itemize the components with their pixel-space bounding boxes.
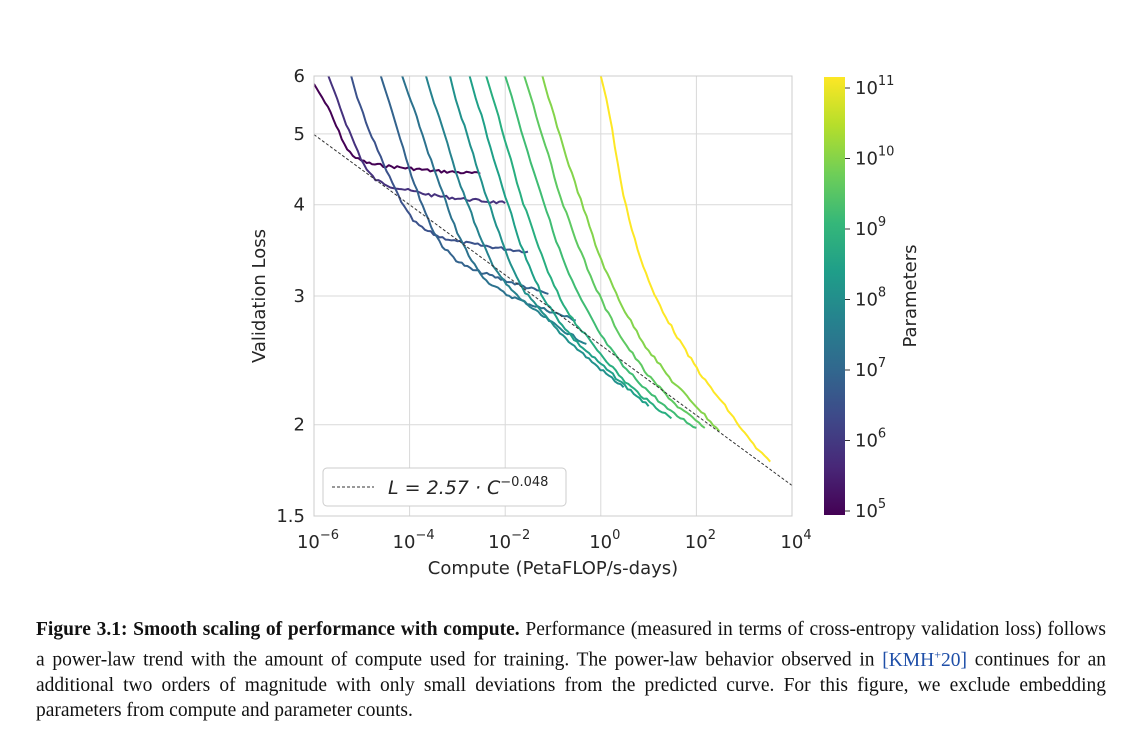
y-tick-label: 2: [294, 415, 305, 436]
colorbar: [824, 77, 845, 515]
y-tick-label: 1.5: [276, 506, 305, 527]
colorbar-tick-label: 109: [855, 215, 886, 240]
x-tick-label: 100: [589, 528, 620, 553]
series-group: [314, 76, 771, 463]
legend: L = 2.57 · C−0.048: [322, 467, 567, 507]
figure-caption: Figure 3.1: Smooth scaling of performanc…: [36, 617, 1106, 723]
series-line: [504, 76, 697, 429]
colorbar-tick-label: 107: [855, 356, 886, 381]
x-tick-label: 104: [780, 528, 811, 553]
legend-label: L = 2.57 · C−0.048: [388, 475, 548, 499]
x-tick-label: 10−6: [297, 528, 339, 553]
x-axis-ticks: 10−6 10−4 10−2 100 102 104: [297, 528, 812, 553]
caption-text-2: continues for an additional two orders o…: [36, 649, 1107, 721]
series-line: [449, 76, 625, 388]
series-line: [468, 76, 650, 407]
colorbar-tick-label: 1010: [855, 145, 894, 170]
colorbar-tick-label: 1011: [855, 74, 894, 99]
x-tick-label: 10−2: [488, 528, 530, 553]
y-tick-label: 4: [294, 195, 305, 216]
grid-lines: [313, 75, 793, 517]
colorbar-tick-label: 105: [855, 497, 886, 522]
y-tick-label: 3: [294, 286, 305, 307]
x-tick-label: 10−4: [393, 528, 435, 553]
series-line: [401, 76, 576, 322]
series-line: [523, 76, 706, 429]
caption-title: Smooth scaling of performance with compu…: [133, 619, 520, 640]
citation-link[interactable]: [KMH+20]: [882, 647, 967, 671]
series-line: [350, 76, 529, 254]
series-line: [599, 76, 771, 463]
x-tick-label: 102: [685, 528, 716, 553]
series-line: [485, 76, 673, 420]
x-axis-label: Compute (PetaFLOP/s-days): [428, 558, 678, 579]
series-line: [314, 83, 481, 175]
colorbar-label: Parameters: [900, 244, 921, 347]
power-law-trend-line: [313, 134, 793, 486]
y-tick-label: 6: [294, 66, 305, 87]
y-axis-label: Validation Loss: [249, 229, 270, 363]
caption-text-1: Performance (measured in terms of cross-…: [36, 619, 1106, 671]
colorbar-ticks: 105 106 107 108 109 1010 1011: [845, 74, 894, 522]
y-tick-label: 5: [294, 124, 305, 145]
y-axis-ticks: 1.5 2 3 4 5 6: [276, 66, 305, 527]
plot-frame: [313, 75, 793, 517]
caption-label: Figure 3.1:: [36, 619, 128, 640]
scaling-chart: 10−6 10−4 10−2 100 102 104 1.5 2 3 4 5 6 Compute (…: [249, 66, 921, 579]
series-line: [379, 76, 549, 295]
series-line: [327, 76, 506, 205]
colorbar-tick-label: 108: [855, 286, 886, 311]
series-line: [425, 76, 587, 345]
colorbar-tick-label: 106: [855, 427, 886, 452]
legend-box: [322, 467, 567, 507]
series-line: [541, 76, 720, 432]
